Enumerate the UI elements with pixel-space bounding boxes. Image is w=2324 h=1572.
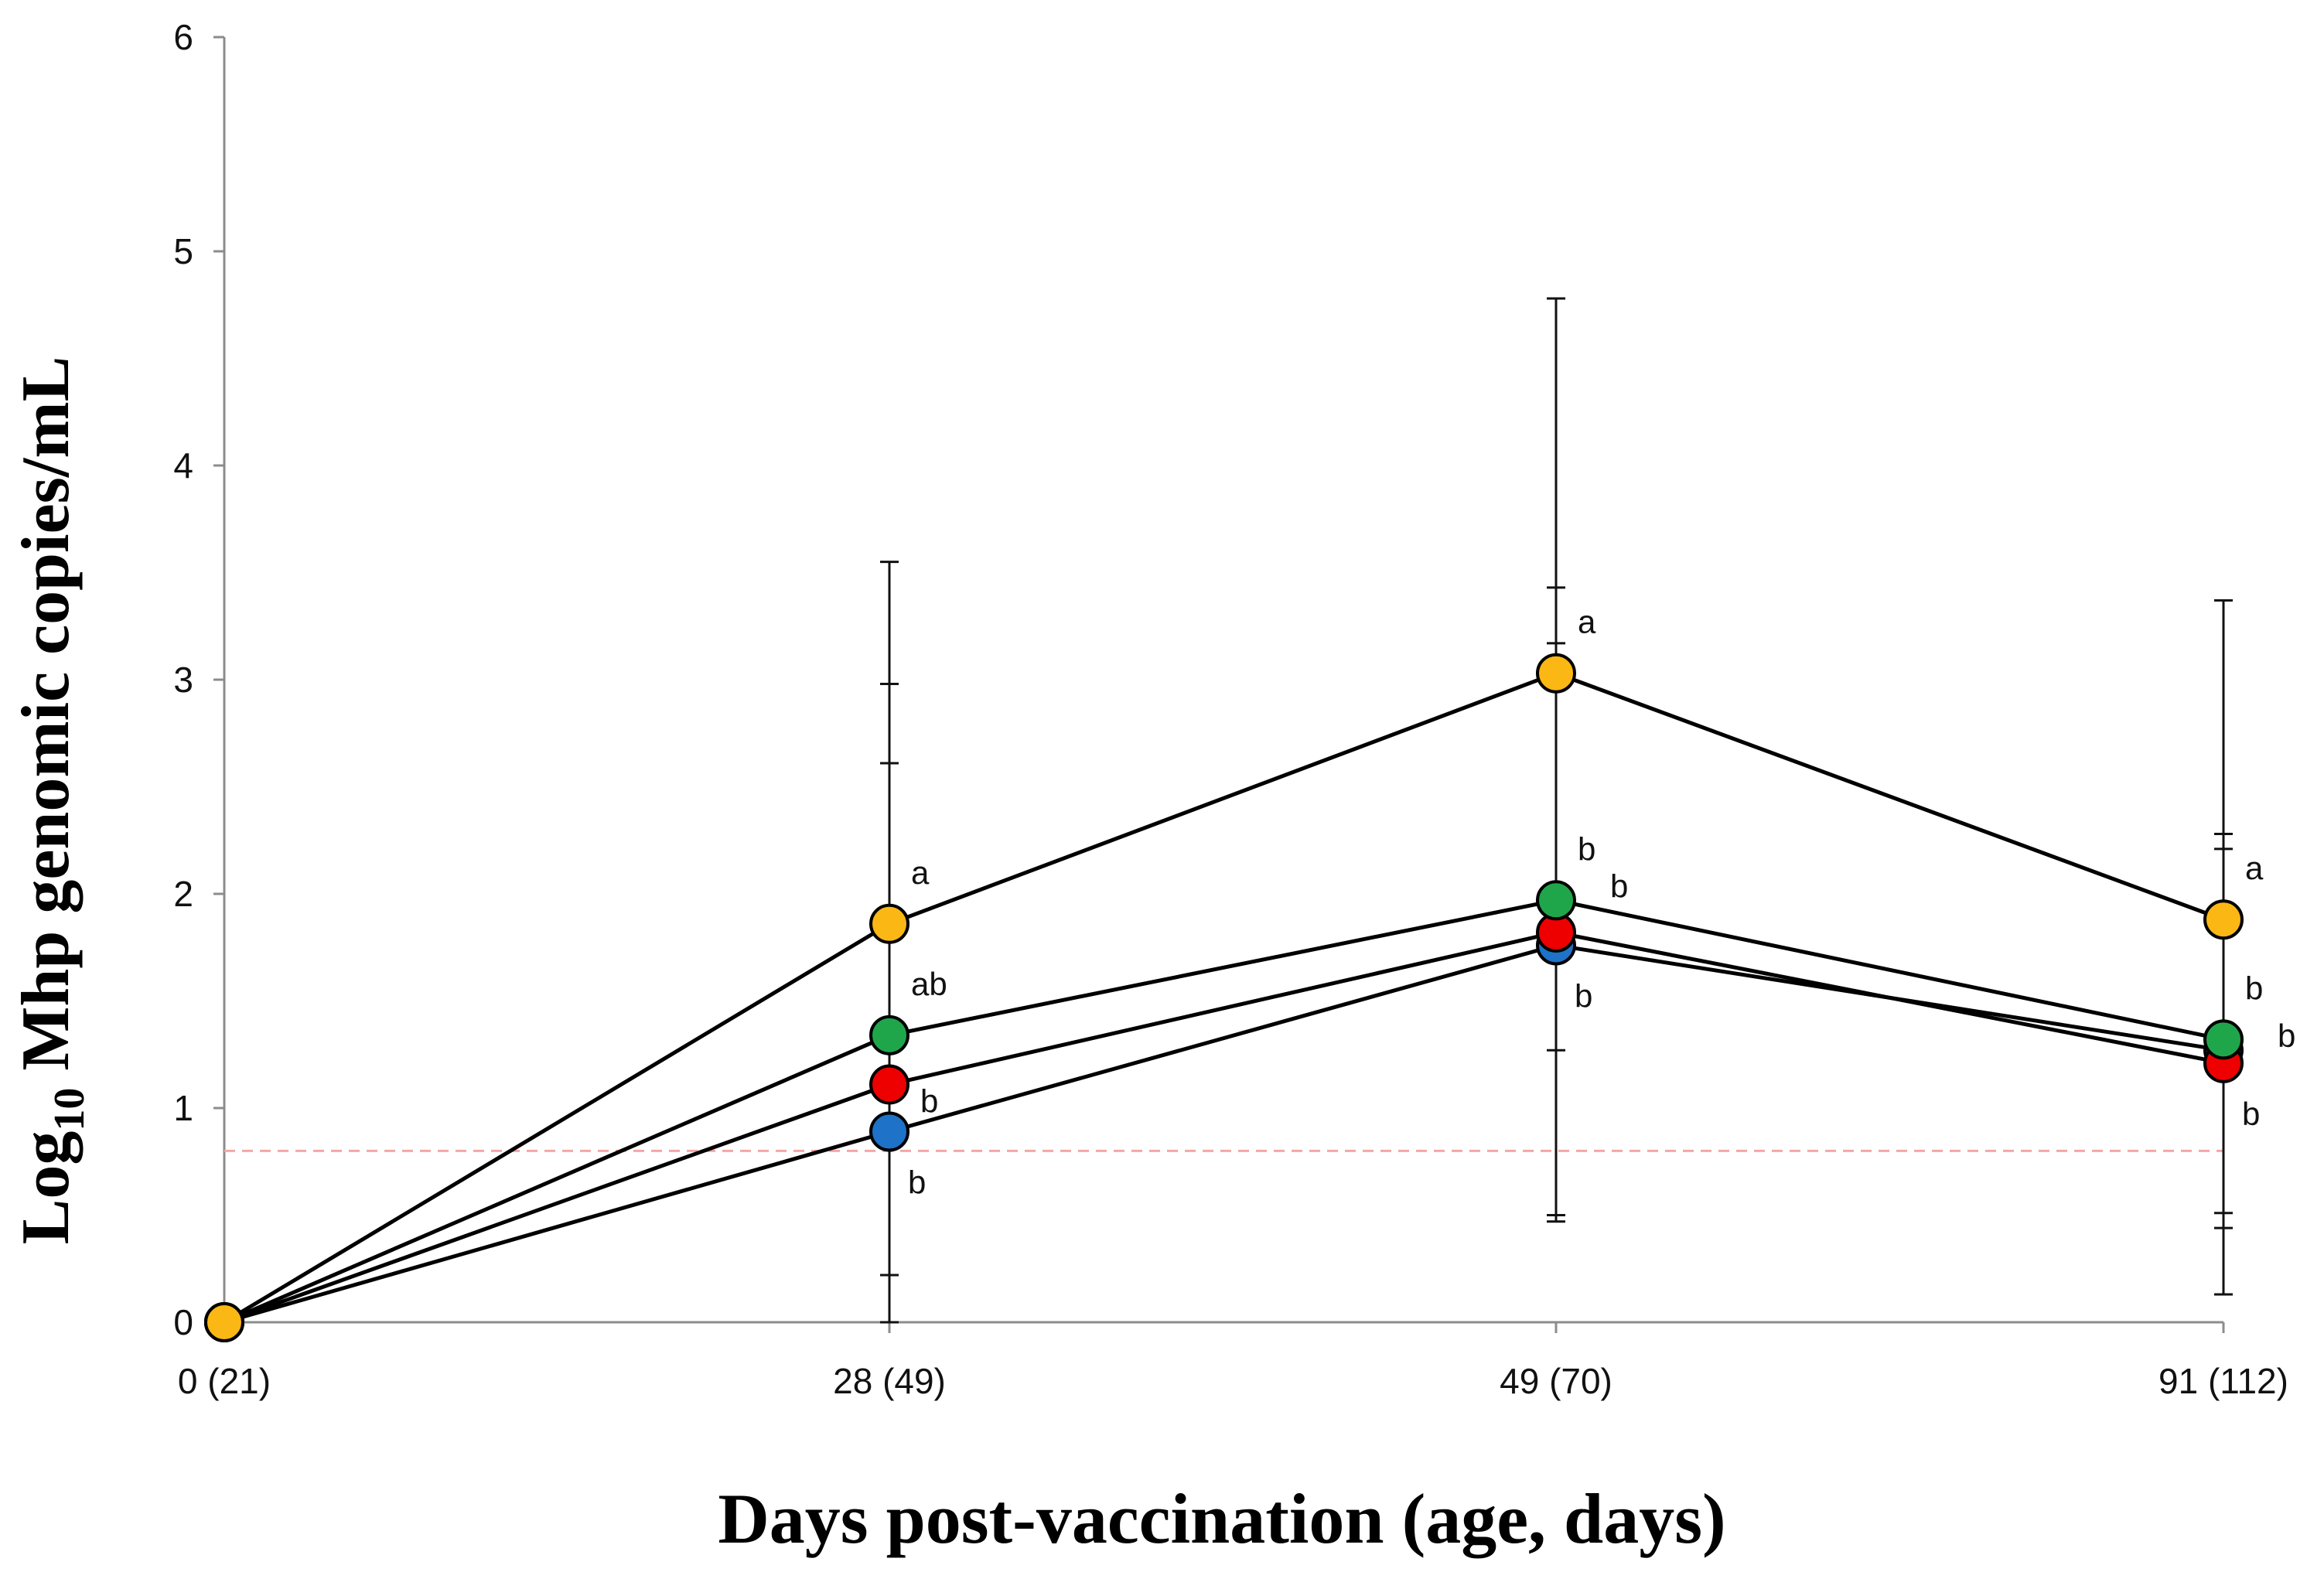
data-point: [869, 1064, 909, 1105]
data-point: [204, 1302, 244, 1342]
series-line: [224, 898, 2224, 1325]
data-point: [869, 1014, 909, 1055]
significance-label: b: [920, 1083, 938, 1120]
significance-label: b: [1578, 830, 1595, 867]
data-point: [869, 903, 909, 944]
significance-label: b: [1575, 977, 1592, 1014]
y-tick-label: 4: [173, 445, 193, 486]
series-line: [224, 943, 2224, 1325]
data-point: [2203, 899, 2244, 940]
error-bars: [880, 297, 2233, 1324]
y-tick-label: 3: [173, 660, 193, 700]
y-tick-label: 2: [173, 874, 193, 914]
y-tick-label: 6: [173, 17, 193, 57]
y-axis-title-rest: Mhp genomic copies/mL: [9, 356, 84, 1088]
series-markers: [204, 653, 2244, 1342]
series-line: [224, 930, 2224, 1325]
significance-label: a: [1578, 604, 1596, 640]
significance-label: b: [1610, 868, 1628, 904]
x-tick-label: 91 (112): [2158, 1361, 2288, 1401]
significance-label: b: [908, 1164, 926, 1200]
x-tick-label: 28 (49): [833, 1361, 946, 1401]
axes: 0 1 2 3 4 5 6 0 (21) 28 (49) 49 (70) 91 (112): [173, 17, 2288, 1401]
y-tick-label: 1: [173, 1088, 193, 1128]
y-axis-title-subscript: 10: [46, 1088, 94, 1131]
x-tick-label: 49 (70): [1500, 1361, 1612, 1401]
data-point: [1536, 880, 1576, 921]
series-line: [223, 671, 2224, 1325]
data-point: [1536, 653, 1576, 694]
significance-label: a: [2245, 850, 2264, 886]
y-tick-label: 5: [173, 231, 193, 271]
y-axis-title: Log10 Mhp genomic copies/mL: [9, 356, 94, 1245]
significance-label: b: [2278, 1018, 2295, 1054]
significance-label: a: [911, 854, 930, 891]
y-axis-title-log: Log: [9, 1131, 84, 1245]
significance-label: b: [2245, 970, 2263, 1006]
x-axis-title: Days post-vaccination (age, days): [718, 1479, 1725, 1558]
series-lines: [223, 671, 2224, 1325]
data-point: [869, 1111, 909, 1152]
y-tick-label: 0: [173, 1302, 193, 1342]
significance-label: ab: [911, 966, 947, 1002]
significance-label: b: [2242, 1096, 2260, 1132]
data-point: [2203, 1019, 2244, 1060]
x-tick-label: 0 (21): [178, 1361, 271, 1401]
